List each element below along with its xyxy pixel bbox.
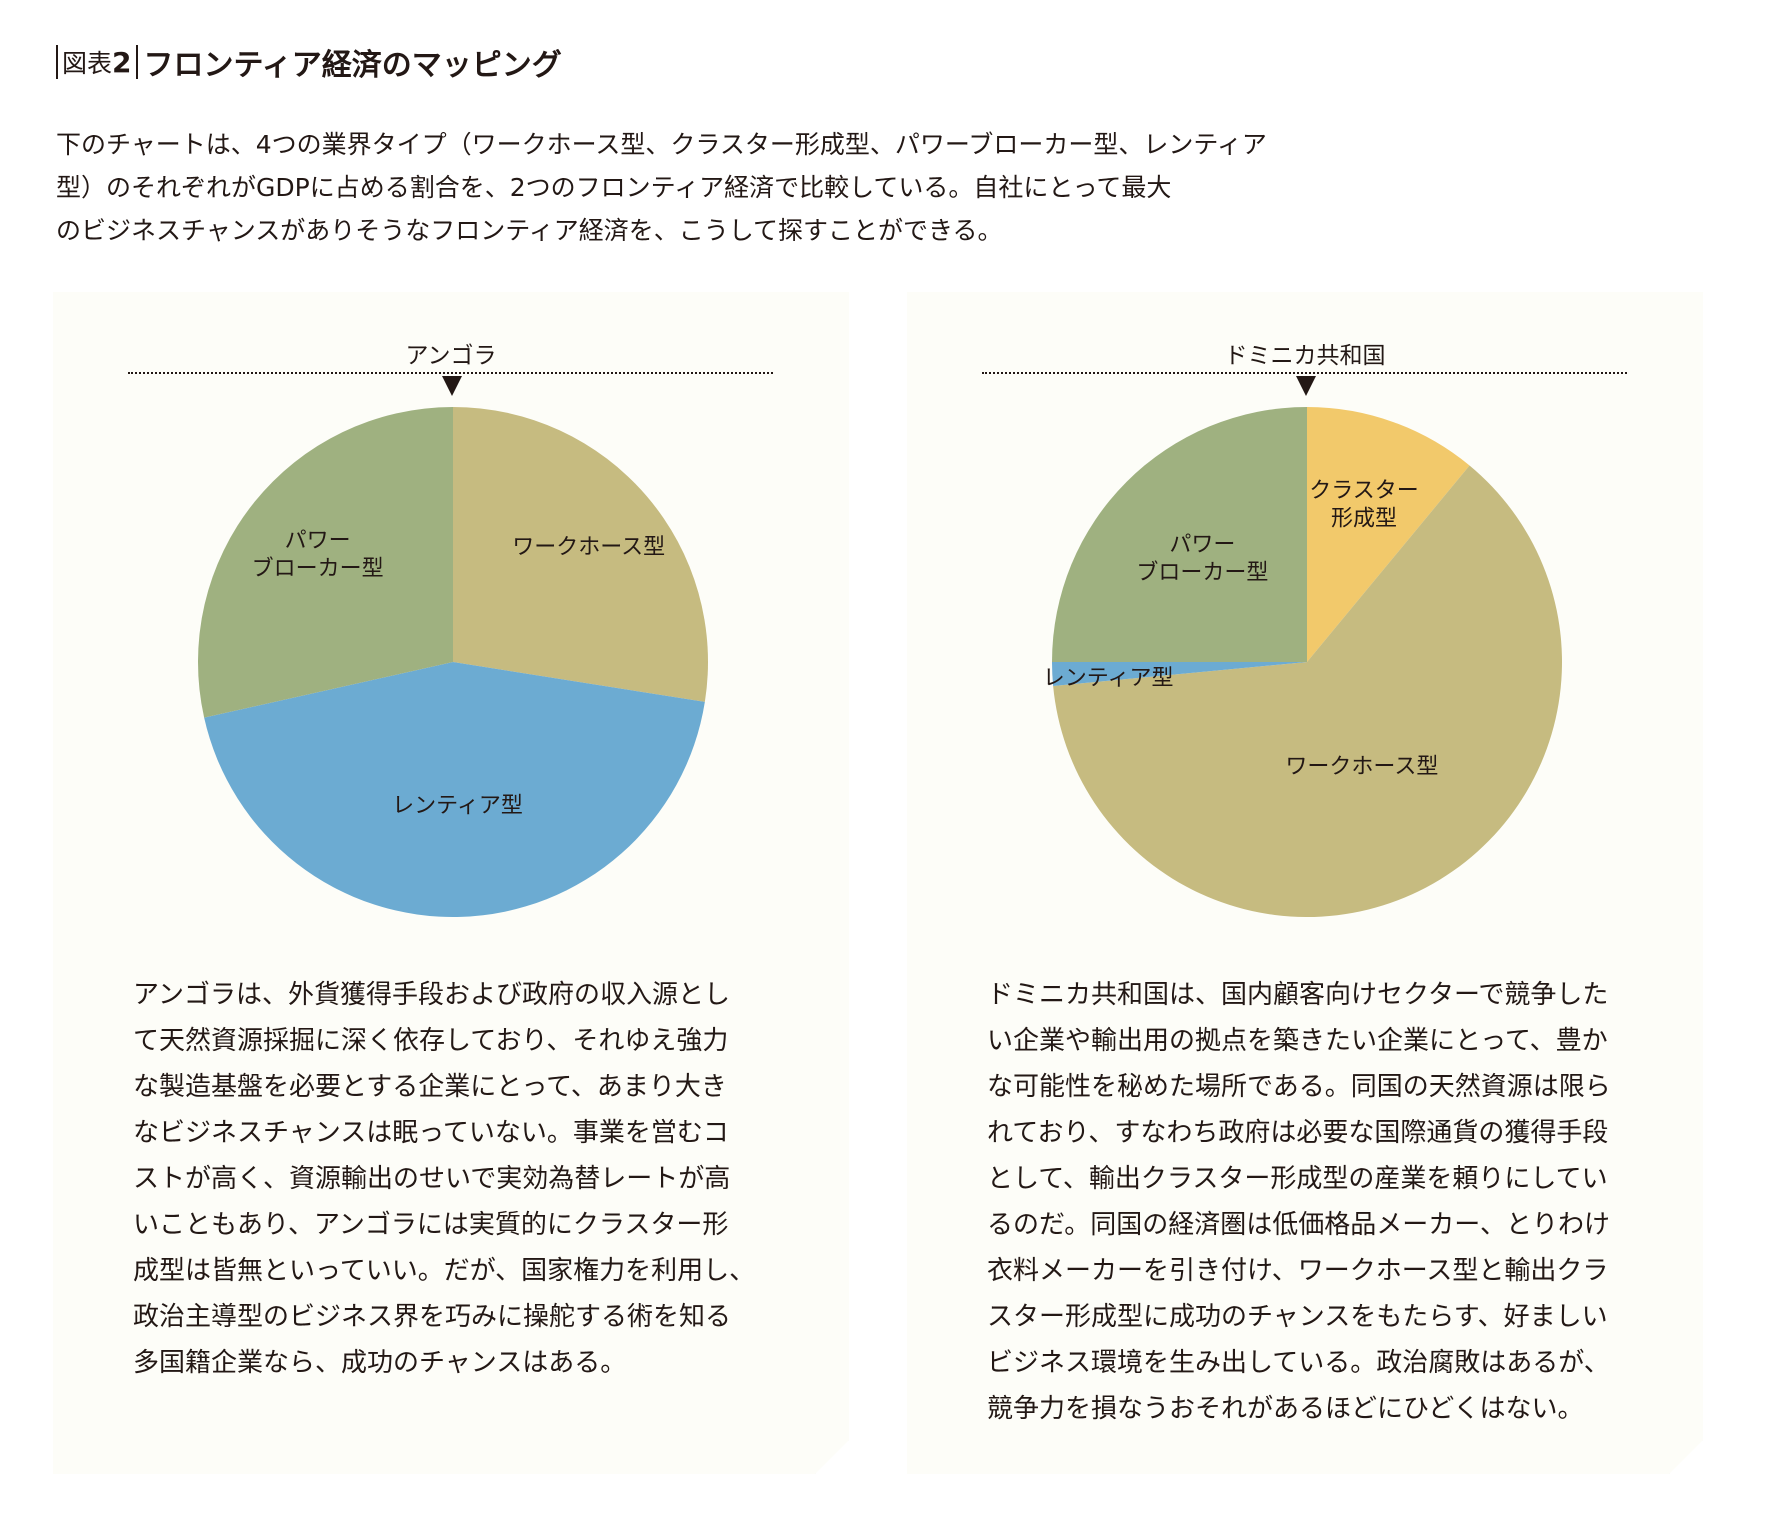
figure-title: フロンティア経済のマッピング — [143, 48, 562, 83]
description-line: 競争力を損なうおそれがあるほどにひどくはない。 — [987, 1394, 1584, 1424]
description-line: ドミニカ共和国は、国内顧客向けセクターで競争した — [987, 980, 1609, 1010]
figure-number: 図表2 — [62, 46, 132, 79]
description-line: として、輸出クラスター形成型の産業を頼りにしてい — [987, 1164, 1608, 1194]
description-line: ストが高く、資源輸出のせいで実効為替レートが高 — [133, 1164, 731, 1194]
description-line: て天然資源採掘に深く依存しており、それゆえ強力 — [133, 1026, 729, 1056]
title-bar-left — [56, 45, 58, 79]
slice-label: レンティア型 — [392, 794, 523, 819]
slice-label: ワークホース型 — [1285, 755, 1438, 780]
pie-slice — [1052, 662, 1307, 686]
pie-slice — [1053, 466, 1562, 917]
description-line: スター形成型に成功のチャンスをもたらす、好ましい — [987, 1302, 1608, 1332]
pie-slice — [1052, 407, 1307, 662]
pointer-triangle-icon — [1296, 376, 1316, 396]
description-line: アンゴラは、外貨獲得手段および政府の収入源とし — [133, 980, 730, 1010]
description-line: なビジネスチャンスは眠っていない。事業を営むコ — [133, 1118, 729, 1148]
dominica-description: ドミニカ共和国は、国内顧客向けセクターで競争した い企業や輸出用の拠点を築きたい… — [987, 972, 1667, 1432]
slice-label: パワーブローカー型 — [252, 529, 384, 582]
description-line: い企業や輸出用の拠点を築きたい企業にとって、豊か — [987, 1026, 1608, 1056]
description-line: 衣料メーカーを引き付け、ワークホース型と輸出クラ — [987, 1256, 1609, 1286]
description-line: 多国籍企業なら、成功のチャンスはある。 — [133, 1348, 627, 1378]
intro-line: 下のチャートは、4つの業界タイプ（ワークホース型、クラスター形成型、パワーブロー… — [56, 130, 1267, 159]
figure-header: 図表2 フロンティア経済のマッピング — [56, 40, 562, 84]
slice-label: パワーブローカー型 — [1136, 532, 1268, 585]
description-line: 政治主導型のビジネス界を巧みに操舵する術を知る — [133, 1302, 732, 1332]
description-line: な製造基盤を必要とする企業にとって、あまり大き — [133, 1072, 727, 1102]
slice-label: クラスター形成型 — [1309, 479, 1419, 532]
description-line: な可能性を秘めた場所である。同国の天然資源は限ら — [987, 1072, 1611, 1102]
dominica-panel: ドミニカ共和国 クラスター形成型ワークホース型 レンティア型 パワーブローカー型 ド… — [907, 292, 1703, 1474]
description-line: れており、すなわち政府は必要な国際通貨の獲得手段 — [987, 1118, 1609, 1148]
pie-slice — [1307, 407, 1470, 662]
slice-label: レンティア型 — [1047, 666, 1173, 691]
country-title: アンゴラ — [405, 343, 497, 369]
slice-label: ワークホース型 — [512, 535, 665, 560]
description-line: いこともあり、アンゴラには実質的にクラスター形 — [133, 1210, 729, 1240]
angola-panel: アンゴラ ワークホース型レンティア型 パワーブローカー型 アンゴラは、外貨獲得手段… — [53, 292, 849, 1474]
dotted-rule — [128, 372, 773, 374]
description-line: るのだ。同国の経済圏は低価格品メーカー、とりわけ — [987, 1210, 1610, 1240]
pointer-triangle-icon — [442, 376, 462, 396]
description-line: 成型は皆無といっていい。だが、国家権力を利用し、 — [133, 1256, 756, 1286]
title-bar-right — [135, 45, 138, 79]
intro-line: 型）のそれぞれがGDPに占める割合を、2つのフロンティア経済で比較している。自社… — [56, 173, 1172, 202]
description-line: ビジネス環境を生み出している。政治腐敗はあるが、 — [987, 1348, 1610, 1378]
pie-slice — [204, 662, 705, 917]
pie-slice — [453, 407, 708, 702]
country-title: ドミニカ共和国 — [1224, 343, 1386, 369]
intro-line: のビジネスチャンスがありそうなフロンティア経済を、こうして探すことができる。 — [56, 216, 1003, 245]
pie-slice — [198, 407, 453, 718]
dotted-rule — [982, 372, 1627, 374]
angola-description: アンゴラは、外貨獲得手段および政府の収入源とし て天然資源採掘に深く依存しており… — [133, 972, 813, 1386]
intro-text: 下のチャートは、4つの業界タイプ（ワークホース型、クラスター形成型、パワーブロー… — [56, 123, 1296, 252]
